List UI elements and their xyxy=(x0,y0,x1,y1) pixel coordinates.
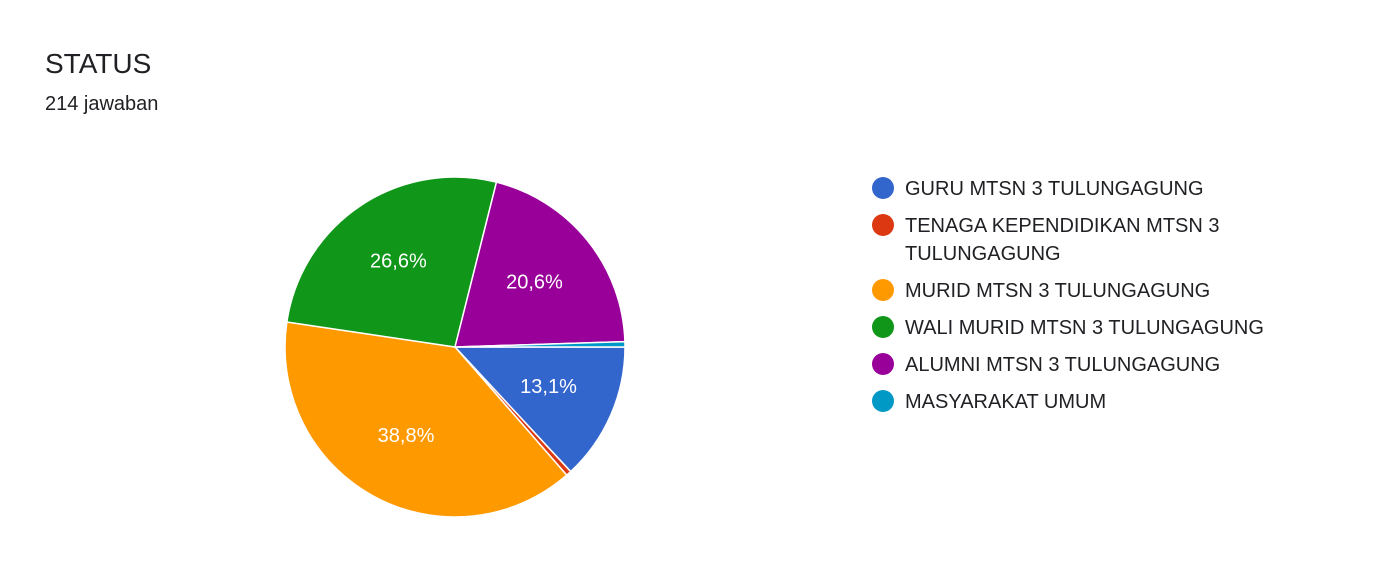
legend-label: ALUMNI MTSN 3 TULUNGAGUNG xyxy=(905,354,1221,376)
legend-swatch xyxy=(872,214,894,236)
legend-item: MURID MTSN 3 TULUNGAGUNG xyxy=(872,277,1325,305)
slice-label: 13,1% xyxy=(520,376,577,398)
legend-label: WALI MURID MTSN 3 TULUNGAGUNG xyxy=(905,317,1264,339)
legend-item: MASYARAKAT UMUM xyxy=(872,388,1325,416)
slice-label: 20,6% xyxy=(506,271,563,293)
chart-subtitle: 214 jawaban xyxy=(45,93,159,115)
pie-slice xyxy=(454,181,626,348)
pie-slice xyxy=(285,176,498,348)
chart-title: STATUS xyxy=(45,48,152,79)
legend-label: TENAGA KEPENDIDIKAN MTSN 3 TULUNGAGUNG xyxy=(905,215,1220,265)
legend-swatch xyxy=(872,177,894,199)
legend-label: GURU MTSN 3 TULUNGAGUNG xyxy=(905,178,1204,200)
slice-label: 26,6% xyxy=(370,250,427,272)
legend: GURU MTSN 3 TULUNGAGUNG TENAGA KEPENDIDIK… xyxy=(872,175,1325,425)
pie-slice xyxy=(453,346,626,473)
legend-swatch xyxy=(872,353,894,375)
legend-swatch xyxy=(872,390,894,412)
legend-item: TENAGA KEPENDIDIKAN MTSN 3 TULUNGAGUNG xyxy=(872,212,1325,268)
pie-slice xyxy=(454,340,626,348)
legend-item: ALUMNI MTSN 3 TULUNGAGUNG xyxy=(872,351,1325,379)
legend-label: MURID MTSN 3 TULUNGAGUNG xyxy=(905,280,1211,302)
legend-swatch xyxy=(872,316,894,338)
pie-slice xyxy=(284,321,568,518)
legend-label: MASYARAKAT UMUM xyxy=(905,391,1107,413)
legend-swatch xyxy=(872,279,894,301)
legend-item: WALI MURID MTSN 3 TULUNGAGUNG xyxy=(872,314,1325,342)
chart: 13,1% 38,8% 26,6% 20,6% xyxy=(284,176,626,518)
slice-label: 38,8% xyxy=(378,425,435,447)
legend-item: GURU MTSN 3 TULUNGAGUNG xyxy=(872,175,1325,203)
